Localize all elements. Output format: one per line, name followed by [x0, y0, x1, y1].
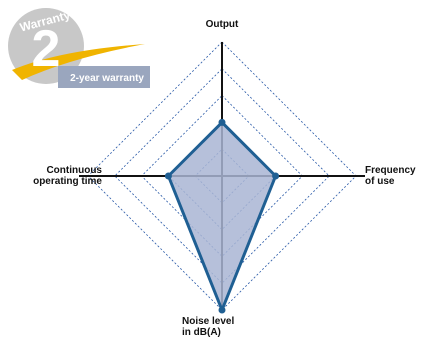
grid-ring-4: [114, 68, 330, 284]
axis-label-output: Output: [205, 19, 239, 30]
warranty-badge: 2 Warranty 2-year warranty: [8, 8, 150, 88]
axis-label-frequency: Frequency of use: [365, 165, 416, 187]
point-output: [218, 118, 226, 126]
axis-label-continuous: Continuous operating time: [33, 165, 102, 187]
radar-series: [164, 118, 280, 314]
point-noise: [218, 306, 226, 314]
warranty-caption: 2-year warranty: [70, 73, 144, 84]
point-continuous: [164, 172, 172, 180]
warranty-banner: [58, 66, 150, 88]
axis-label-noise: Noise level in dB(A): [182, 316, 235, 338]
warranty-number: 2: [32, 20, 61, 78]
warranty-swoosh: [12, 44, 145, 80]
series-area: [166, 120, 278, 312]
point-frequency: [272, 172, 280, 180]
